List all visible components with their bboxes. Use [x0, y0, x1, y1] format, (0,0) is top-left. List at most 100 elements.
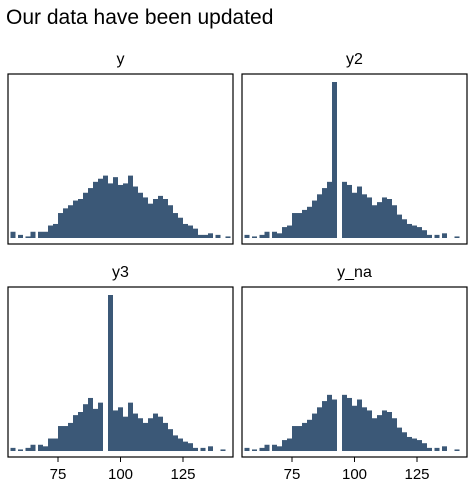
histogram-bar: [322, 188, 327, 238]
histogram-bar: [252, 236, 257, 238]
histogram-bar: [312, 200, 317, 238]
histogram-bar: [367, 197, 372, 238]
histogram-bar: [407, 223, 412, 238]
histogram-bar: [93, 181, 98, 238]
histogram-bar: [347, 184, 352, 238]
histogram-bar: [73, 415, 78, 451]
histogram-bar: [287, 438, 292, 451]
histogram-bar: [38, 444, 43, 451]
x-tick-label: 75: [284, 466, 301, 483]
histogram-bar: [434, 234, 440, 238]
histogram-bar: [220, 449, 226, 451]
figure-title: Our data have been updated: [6, 6, 274, 29]
histogram-bar: [454, 236, 460, 238]
histogram-bar: [83, 192, 88, 238]
histogram-bar: [30, 231, 36, 238]
histogram-bar: [412, 225, 417, 238]
histogram-bar: [264, 444, 270, 451]
histogram-bar: [442, 446, 447, 451]
histogram-bar: [422, 230, 427, 238]
histogram-bar: [30, 444, 36, 451]
histogram-bar: [392, 418, 397, 451]
histogram-bar: [10, 447, 16, 451]
histogram-bar: [259, 234, 265, 238]
histogram-bar: [88, 397, 93, 451]
histogram-bar: [392, 205, 397, 238]
histogram-bar: [163, 199, 168, 238]
histogram-bar: [168, 205, 173, 238]
histogram-bar: [377, 202, 382, 238]
histogram-bar: [382, 410, 387, 451]
histogram-bar: [264, 231, 270, 238]
histogram-bar: [163, 422, 168, 451]
histogram-bar: [153, 199, 158, 238]
histogram-bar: [307, 206, 312, 238]
histogram-bar: [327, 394, 332, 451]
facet-panel-y: y: [7, 51, 234, 245]
histogram-bar: [93, 408, 98, 451]
histogram-bar: [362, 407, 367, 451]
histogram-bar: [18, 449, 23, 451]
histogram-bar: [138, 418, 143, 451]
histogram-bar: [78, 412, 83, 451]
histogram-bar: [108, 183, 113, 238]
histogram-bar: [58, 213, 63, 238]
histogram-bar: [397, 214, 402, 238]
facet-label: y2: [346, 51, 363, 68]
histogram-bar: [188, 443, 193, 451]
histogram-bar: [173, 213, 178, 238]
histogram-bar: [282, 227, 287, 238]
histogram-bar: [68, 205, 73, 238]
histogram-bar: [158, 195, 163, 238]
histogram-bar: [434, 447, 440, 451]
x-tick-label: 75: [50, 466, 67, 483]
histogram-bar: [362, 194, 367, 238]
histogram-bar: [108, 295, 113, 451]
histogram-bar: [200, 447, 206, 451]
histogram-bar: [173, 435, 178, 451]
histogram-bar: [352, 192, 357, 238]
histogram-bar: [143, 422, 148, 451]
histogram-bar: [382, 197, 387, 238]
x-tick-label: 100: [342, 466, 367, 483]
histogram-bar: [342, 181, 347, 238]
histogram-bar: [148, 418, 153, 451]
histogram-bar: [158, 416, 163, 451]
histogram-bar: [118, 407, 123, 451]
histogram-bar: [412, 438, 417, 451]
histogram-bar: [225, 236, 231, 238]
histogram-bar: [427, 234, 432, 238]
histogram-bar: [138, 192, 143, 238]
histogram-bar: [123, 416, 128, 451]
histogram-bar: [48, 225, 53, 238]
histogram-bar: [178, 217, 183, 238]
histogram-bar: [10, 231, 16, 238]
histogram-bar: [148, 203, 153, 238]
histogram-bar: [307, 419, 312, 451]
histogram-bar: [198, 234, 203, 238]
histogram-bar: [292, 213, 297, 238]
histogram-bar: [133, 186, 138, 238]
histogram-bar: [317, 407, 322, 451]
histogram-bar: [53, 223, 58, 238]
histogram-bar: [244, 447, 250, 451]
histogram-bar: [407, 436, 412, 451]
histogram-bar: [372, 205, 377, 238]
histogram-bar: [244, 234, 250, 238]
histogram-bar: [272, 231, 277, 238]
histogram-bar: [272, 444, 277, 451]
histogram-bar: [317, 194, 322, 238]
facet-panel-y3: y3 75 100 125: [7, 264, 234, 483]
histogram-bar: [297, 426, 302, 451]
histogram-bar: [73, 200, 78, 238]
histogram-bar: [78, 199, 83, 238]
histogram-bar: [417, 440, 422, 451]
histogram-bar: [25, 236, 31, 238]
facet-label: y3: [112, 264, 129, 281]
histogram-bar: [68, 422, 73, 451]
histogram-bar: [312, 413, 317, 451]
histogram-bar: [113, 177, 118, 238]
histogram-bar: [297, 213, 302, 238]
histogram-bar: [417, 227, 422, 238]
